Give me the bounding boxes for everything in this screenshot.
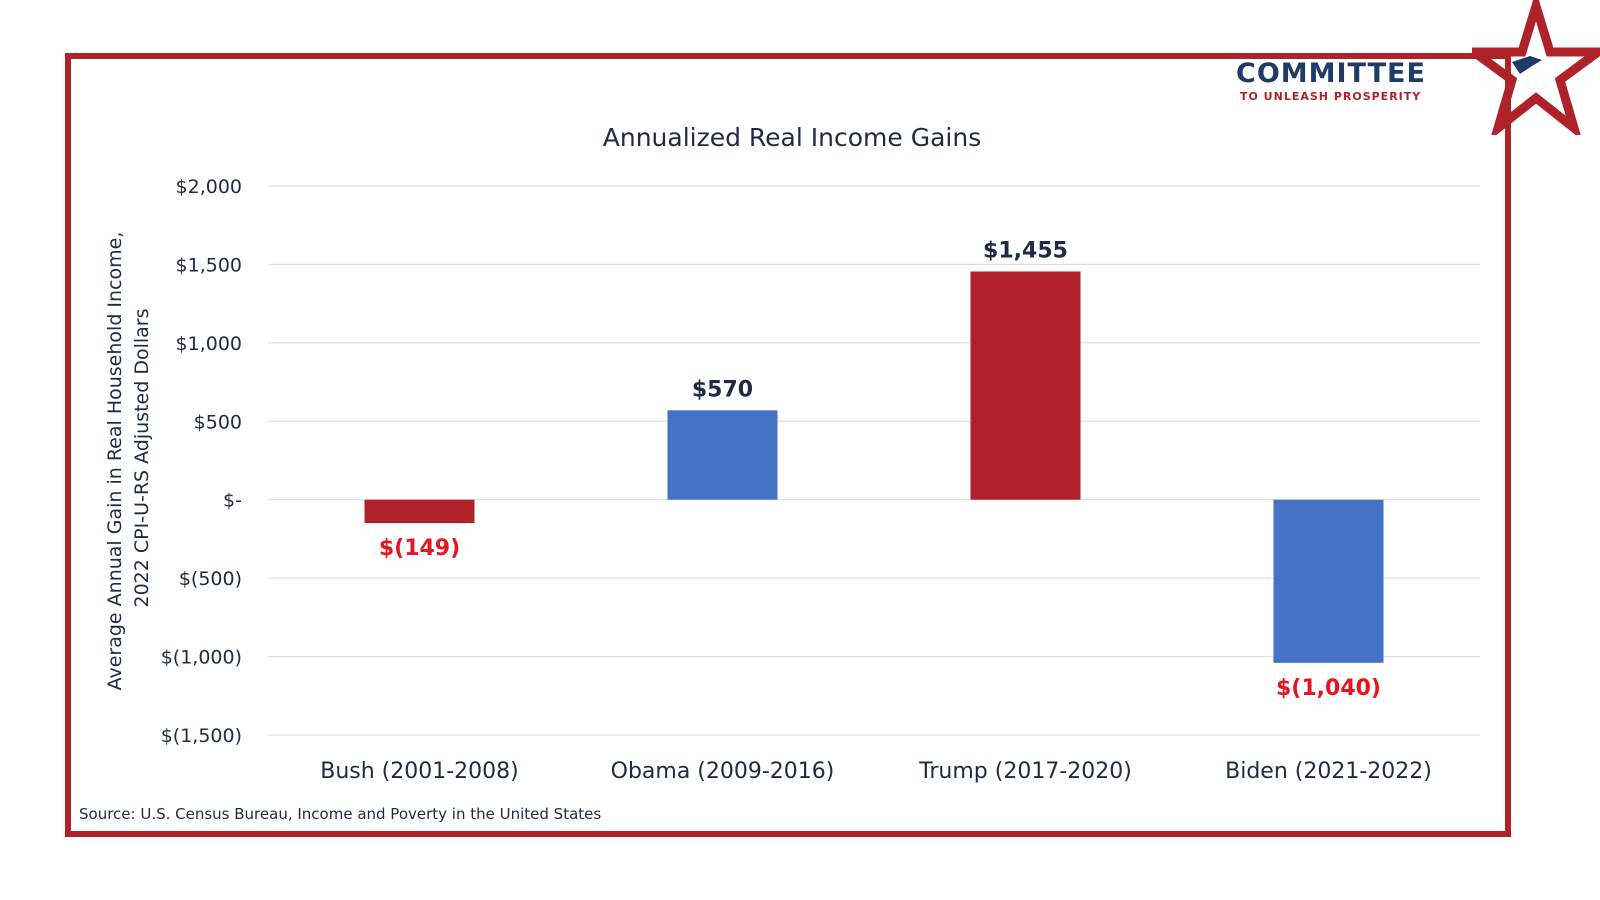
data-label: $(149)	[379, 536, 460, 561]
x-category-label: Trump (2017-2020)	[918, 759, 1132, 784]
y-tick-label: $1,000	[176, 333, 242, 355]
x-category-label: Obama (2009-2016)	[611, 759, 835, 784]
data-labels: $(149) $570 $1,455 $(1,040)	[379, 238, 1381, 700]
y-tick-label: $(1,500)	[161, 725, 242, 747]
data-label: $(1,040)	[1276, 676, 1381, 701]
source-note: Source: U.S. Census Bureau, Income and P…	[79, 805, 601, 823]
chart-title: Annualized Real Income Gains	[603, 123, 981, 152]
chart-frame	[65, 53, 1511, 837]
x-category-label: Biden (2021-2022)	[1225, 759, 1432, 784]
y-tick-label: $(500)	[179, 568, 242, 590]
y-tick-label: $500	[194, 411, 242, 433]
x-axis-categories: Bush (2001-2008) Obama (2009-2016) Trump (…	[320, 759, 1432, 784]
y-axis-label: Average Annual Gain in Real Household In…	[104, 226, 153, 691]
bar	[970, 271, 1081, 500]
logo-subtitle: TO UNLEASH PROSPERITY	[1240, 90, 1422, 103]
data-label: $570	[692, 377, 753, 402]
data-label: $1,455	[983, 238, 1068, 263]
bars	[364, 271, 1384, 663]
y-axis-label-line2: 2022 CPI-U-RS Adjusted Dollars	[131, 309, 153, 608]
logo-title: COMMITTEE	[1236, 58, 1426, 89]
y-tick-label: $2,000	[176, 176, 242, 198]
x-category-label: Bush (2001-2008)	[320, 759, 519, 784]
bar	[667, 410, 778, 500]
committee-logo: COMMITTEE TO UNLEASH PROSPERITY	[1222, 0, 1600, 135]
y-tick-label: $1,500	[176, 254, 242, 276]
y-tick-label: $(1,000)	[161, 647, 242, 669]
y-tick-label: $-	[223, 490, 242, 512]
y-axis-ticks: $2,000 $1,500 $1,000 $500 $- $(500) $(1,000) $(…	[161, 176, 242, 747]
star-icon	[1472, 0, 1600, 135]
bar	[1273, 499, 1384, 663]
bar	[364, 499, 475, 524]
y-axis-label-line1: Average Annual Gain in Real Household In…	[104, 232, 126, 691]
